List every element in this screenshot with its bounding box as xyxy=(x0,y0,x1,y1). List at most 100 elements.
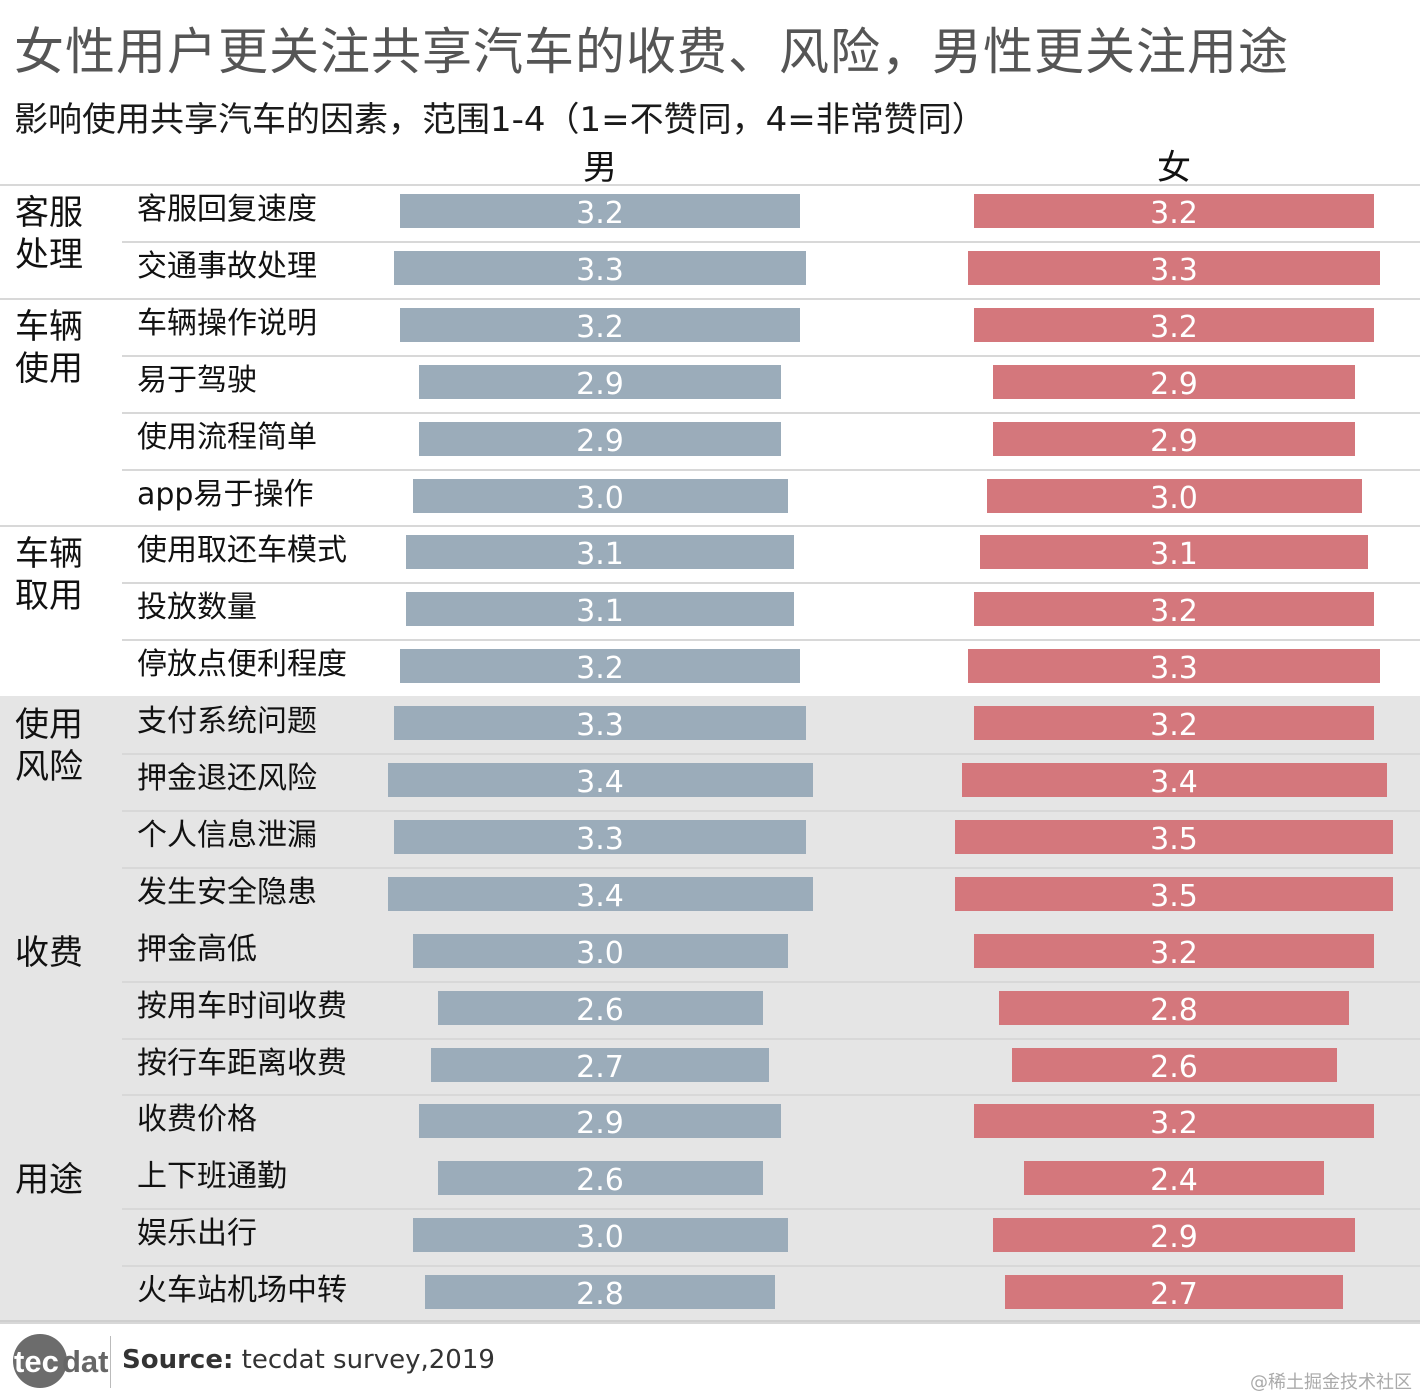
male-bar xyxy=(412,1218,788,1253)
group-label: 客服 处理 xyxy=(15,193,83,275)
svg-text:dat: dat xyxy=(62,1344,109,1379)
female-value-label: 3.2 xyxy=(1150,594,1198,630)
female-value-label: 3.5 xyxy=(1150,821,1198,857)
female-value-label: 3.2 xyxy=(1150,1106,1198,1142)
female-bar xyxy=(992,364,1356,399)
row-divider xyxy=(122,753,1420,755)
female-value-label: 3.2 xyxy=(1150,708,1198,744)
footer-divider xyxy=(0,1320,1420,1322)
column-header-female: 女 xyxy=(1157,148,1191,188)
row-divider xyxy=(122,354,1420,357)
male-bar xyxy=(418,1104,782,1139)
row-label: 支付系统问题 xyxy=(137,704,317,740)
male-bar xyxy=(387,876,813,911)
row-divider xyxy=(122,1265,1420,1268)
female-value-label: 3.0 xyxy=(1150,480,1198,516)
tecdat-logo: tec dat xyxy=(13,1334,109,1388)
row-label: 交通事故处理 xyxy=(137,248,317,284)
male-value-label: 2.8 xyxy=(576,1277,624,1313)
male-bar xyxy=(406,592,794,627)
female-bar xyxy=(986,478,1362,513)
male-value-label: 3.4 xyxy=(576,765,624,800)
female-bar xyxy=(974,706,1374,741)
male-value-label: 3.2 xyxy=(576,309,624,345)
source-text: tecdat survey,2019 xyxy=(241,1345,495,1375)
group-label: 使用 风险 xyxy=(15,705,83,788)
row-label: 易于驾驶 xyxy=(137,362,257,398)
row-divider xyxy=(122,866,1420,869)
female-value-label: 2.9 xyxy=(1150,366,1198,402)
chart-subtitle: 影响使用共享汽车的因素，范围1-4（1=不赞同，4=非常赞同） xyxy=(14,100,986,140)
male-value-label: 3.3 xyxy=(576,252,624,288)
row-label: 停放点便利程度 xyxy=(137,647,347,683)
male-value-label: 2.6 xyxy=(576,992,624,1028)
row-divider xyxy=(122,240,1420,243)
svg-text:tec: tec xyxy=(14,1344,59,1379)
logo-separator xyxy=(110,1336,111,1388)
male-value-label: 3.1 xyxy=(576,537,624,573)
female-bar xyxy=(992,421,1356,456)
group-label: 车辆 取用 xyxy=(15,534,83,617)
female-value-label: 2.9 xyxy=(1150,1220,1198,1256)
row-label: 押金退还风险 xyxy=(137,761,317,796)
male-bar xyxy=(393,706,807,741)
group-divider xyxy=(0,1322,1420,1324)
row-divider xyxy=(122,468,1420,471)
female-value-label: 3.2 xyxy=(1150,309,1198,345)
male-bar xyxy=(418,364,782,399)
group-label: 收费 xyxy=(15,932,83,973)
male-value-label: 3.0 xyxy=(576,480,624,516)
row-label: 投放数量 xyxy=(137,590,257,626)
row-label: app易于操作 xyxy=(137,476,314,512)
female-value-label: 3.5 xyxy=(1150,878,1198,914)
male-bar xyxy=(393,819,807,854)
row-label: 发生安全隐患 xyxy=(137,874,317,910)
female-bar xyxy=(1024,1161,1324,1196)
male-bar xyxy=(393,250,807,285)
male-value-label: 3.1 xyxy=(576,594,624,630)
female-bar xyxy=(980,535,1368,570)
female-value-label: 3.4 xyxy=(1150,765,1198,800)
male-bar xyxy=(425,1275,775,1310)
male-bar xyxy=(437,1161,763,1196)
row-label: 火车站机场中转 xyxy=(137,1273,347,1309)
source-label: Source: xyxy=(122,1345,234,1375)
header-divider xyxy=(0,184,1420,186)
female-bar xyxy=(974,307,1374,342)
female-value-label: 2.9 xyxy=(1150,423,1198,459)
female-bar xyxy=(992,1218,1356,1253)
female-value-label: 3.3 xyxy=(1150,651,1198,687)
male-bar xyxy=(400,194,800,228)
row-label: 车辆操作说明 xyxy=(137,305,317,341)
female-value-label: 3.2 xyxy=(1150,935,1198,971)
female-bar xyxy=(999,990,1349,1025)
male-value-label: 3.0 xyxy=(576,1220,624,1256)
row-divider xyxy=(122,411,1420,414)
male-value-label: 2.6 xyxy=(576,1163,624,1199)
male-value-label: 2.9 xyxy=(576,423,624,459)
female-bar xyxy=(961,763,1387,797)
row-divider xyxy=(122,1037,1420,1040)
male-value-label: 3.2 xyxy=(576,651,624,687)
female-value-label: 2.6 xyxy=(1150,1049,1198,1085)
row-divider xyxy=(122,639,1420,642)
female-bar xyxy=(974,933,1374,968)
male-bar xyxy=(431,1047,769,1082)
female-value-label: 2.7 xyxy=(1150,1277,1198,1313)
female-bar xyxy=(967,250,1381,285)
row-label: 按用车时间收费 xyxy=(137,988,347,1024)
female-bar xyxy=(955,876,1393,911)
male-bar xyxy=(412,933,788,968)
source-note: Source: tecdat survey,2019 xyxy=(122,1345,495,1375)
male-value-label: 2.7 xyxy=(576,1049,624,1085)
female-value-label: 2.8 xyxy=(1150,992,1198,1028)
row-label: 收费价格 xyxy=(137,1102,257,1138)
female-value-label: 3.1 xyxy=(1150,537,1198,573)
male-bar xyxy=(418,421,782,456)
chart-title: 女性用户更关注共享汽车的收费、风险，男性更关注用途 xyxy=(14,23,1289,81)
row-label: 押金高低 xyxy=(137,931,257,967)
row-label: 娱乐出行 xyxy=(137,1216,257,1252)
female-bar xyxy=(1005,1275,1343,1310)
row-divider xyxy=(122,980,1420,983)
male-value-label: 2.9 xyxy=(576,366,624,402)
